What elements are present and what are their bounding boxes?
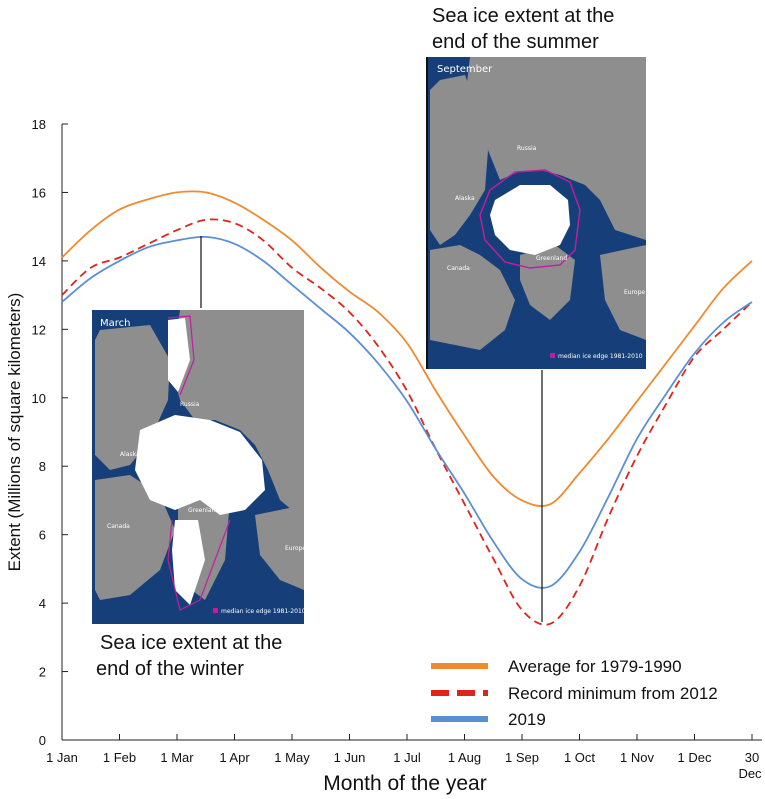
march-title: March: [100, 318, 130, 329]
x-ticks: 1 Jan 1 Feb 1 Mar 1 Apr 1 May 1 Jun 1 Jul 1 Aug…: [46, 734, 762, 781]
y-axis-title: Extent (Millions of square kilometers): [5, 293, 24, 572]
september-legend-text: median ice edge 1981-2010: [558, 353, 643, 360]
x-tick-label: 30: [745, 750, 759, 765]
y-tick-label: 4: [39, 596, 46, 611]
march-ice-baffin: [172, 520, 205, 605]
x-tick-label: 1 Aug: [448, 750, 481, 765]
y-tick-label: 10: [32, 391, 46, 406]
march-label-alaska: Alaska: [120, 451, 140, 458]
march-label-europe: Europe: [285, 545, 306, 552]
y-tick-label: 18: [32, 117, 46, 132]
x-tick-sublabel: Dec: [738, 766, 762, 781]
x-tick-label: 1 Nov: [620, 750, 654, 765]
september-label-greenland: Greenland: [536, 255, 567, 262]
september-legend-swatch: [550, 353, 555, 358]
y-tick-label: 14: [32, 254, 46, 269]
x-tick-label: 1 Feb: [103, 750, 136, 765]
march-median-edge-pacific: [167, 315, 195, 396]
march-label-greenland: Greenland: [188, 507, 219, 514]
march-land-russia: [172, 310, 304, 520]
march-ice-okhotsk: [168, 318, 190, 392]
y-tick-label: 0: [39, 733, 46, 748]
y-tick-label: 6: [39, 528, 46, 543]
march-land-europe: [255, 505, 304, 590]
x-tick-label: 1 Jun: [334, 750, 366, 765]
september-median-edge: [479, 169, 581, 269]
summer-caption-line2: end of the summer: [432, 31, 599, 53]
x-tick-label: 1 Apr: [219, 750, 250, 765]
y-tick-label: 2: [39, 665, 46, 680]
y-tick-label: 16: [32, 185, 46, 200]
september-label-europe: Europe: [624, 289, 645, 296]
legend-label-2012: Record minimum from 2012: [508, 684, 718, 703]
september-land-alaska: [430, 75, 488, 245]
september-land-europe: [600, 245, 646, 340]
september-label-canada: Canada: [447, 265, 470, 272]
x-tick-label: 1 Jul: [393, 750, 421, 765]
series-average-line: [61, 190, 753, 507]
march-label-canada: Canada: [107, 523, 130, 530]
winter-caption-line2: end of the winter: [96, 658, 244, 680]
legend-label-2019: 2019: [508, 710, 546, 729]
series-2012-line: [61, 218, 753, 626]
series-layer: [61, 190, 753, 626]
x-tick-label: 1 Sep: [505, 750, 539, 765]
legend: Average for 1979-1990 Record minimum fro…: [431, 657, 718, 729]
y-ticks: 0 2 4 6 8 10 12 14 16 18: [32, 117, 68, 748]
september-label-alaska: Alaska: [455, 195, 475, 202]
september-land-russia: [465, 57, 646, 240]
inset-map-september: September Russia Alaska Canada Greenland…: [426, 57, 646, 369]
x-axis-title: Month of the year: [323, 772, 486, 795]
inset-map-march: March Russia Alaska Canada Greenland Eur…: [92, 310, 306, 624]
september-title: September: [437, 64, 493, 75]
winter-caption-line1: Sea ice extent at the: [100, 632, 283, 654]
x-tick-label: 1 Mar: [160, 750, 194, 765]
march-legend-swatch: [213, 608, 218, 613]
axes: [61, 124, 762, 741]
legend-label-average: Average for 1979-1990: [508, 657, 682, 676]
march-legend-text: median ice edge 1981-2010: [221, 608, 306, 615]
x-tick-label: 1 Dec: [678, 750, 712, 765]
march-ice-extent: [135, 415, 265, 515]
y-tick-label: 8: [39, 459, 46, 474]
x-tick-label: 1 May: [274, 750, 310, 765]
x-tick-label: 1 Jan: [46, 750, 78, 765]
september-land-canada: [430, 245, 515, 350]
y-tick-label: 12: [32, 322, 46, 337]
march-label-russia: Russia: [180, 401, 200, 408]
series-2019-line: [61, 235, 753, 589]
march-median-edge-atlantic: [167, 519, 231, 611]
september-ice-extent: [490, 185, 570, 255]
march-land-canada: [95, 475, 175, 600]
x-tick-label: 1 Oct: [564, 750, 595, 765]
september-label-russia: Russia: [517, 145, 537, 152]
summer-caption-line1: Sea ice extent at the: [432, 5, 615, 27]
